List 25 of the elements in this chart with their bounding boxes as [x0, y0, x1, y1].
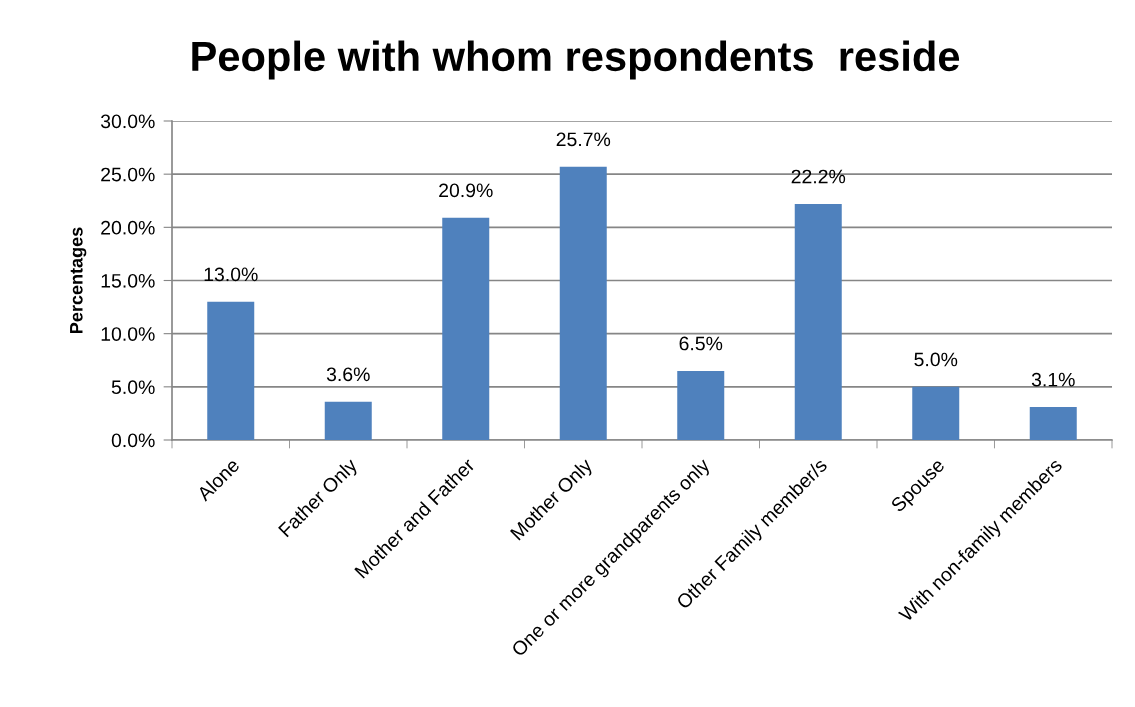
data-label: 3.6% — [326, 367, 370, 382]
y-tick-label: 10.0% — [101, 327, 155, 341]
y-tick-label: 5.0% — [111, 380, 155, 395]
chart-title: People with whom respondents reside — [192, 40, 960, 80]
data-label: 20.9% — [439, 183, 493, 198]
data-label: 22.2% — [791, 169, 846, 184]
y-tick-label: 30.0% — [100, 114, 155, 129]
bar — [794, 203, 842, 440]
y-tick-label: 15.0% — [101, 273, 155, 288]
bar — [1029, 407, 1077, 440]
data-label: 13.0% — [204, 267, 258, 282]
y-tick-label: 20.0% — [101, 220, 155, 235]
bar — [912, 386, 960, 440]
bar — [442, 217, 490, 440]
bar — [559, 166, 607, 440]
y-tick-label: 0.0% — [111, 433, 155, 448]
data-label: 25.7% — [556, 132, 611, 147]
y-axis-title: Percentages — [70, 227, 87, 333]
data-label: 6.5% — [679, 336, 723, 351]
bar — [207, 301, 255, 440]
y-tick-label: 25.0% — [101, 167, 155, 182]
data-label: 3.1% — [1031, 372, 1075, 387]
bar — [324, 401, 372, 440]
bar — [677, 370, 725, 440]
data-label: 5.0% — [914, 352, 958, 367]
